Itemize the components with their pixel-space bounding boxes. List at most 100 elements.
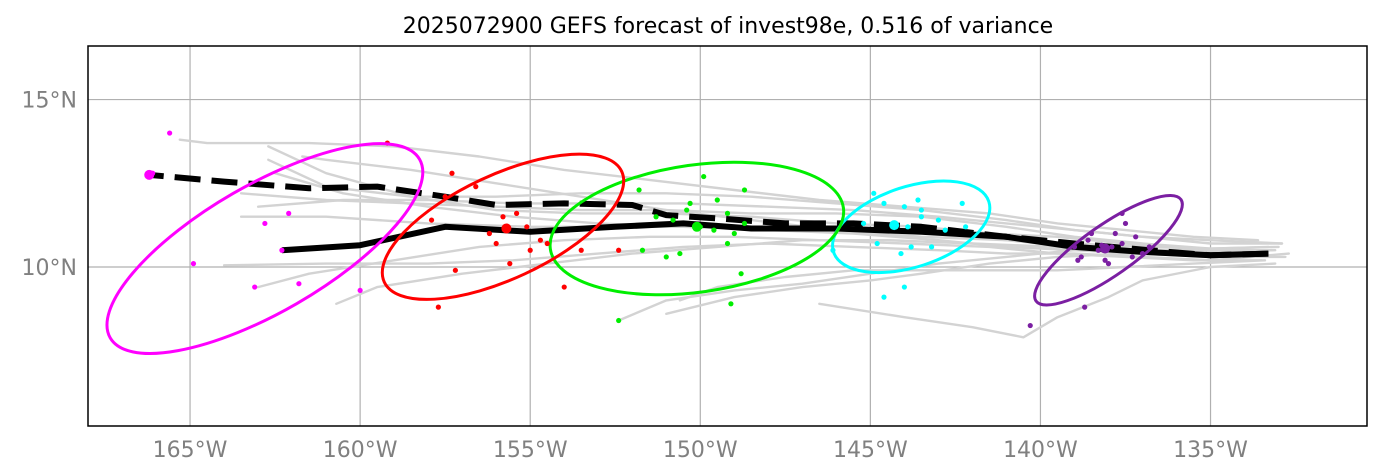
member-point	[507, 261, 513, 267]
member-point	[524, 224, 530, 230]
member-point	[636, 187, 642, 193]
member-point	[677, 250, 683, 257]
member-point	[871, 190, 877, 196]
x-tick-label: 160°W	[323, 438, 398, 463]
x-tick-label: 155°W	[493, 438, 568, 463]
member-point	[942, 227, 948, 233]
forecast-group	[380, 140, 626, 310]
member-point	[1102, 257, 1108, 263]
member-point	[860, 220, 867, 227]
member-point	[493, 240, 499, 247]
member-point	[1146, 244, 1152, 250]
member-point	[1082, 304, 1088, 310]
mean-track-solid	[281, 220, 1269, 259]
member-point	[1133, 234, 1139, 240]
chart-title: 2025072900 GEFS forecast of invest98e, 0…	[403, 14, 1053, 39]
ensemble-track	[301, 155, 1280, 250]
member-point	[252, 284, 258, 290]
member-point	[670, 217, 676, 223]
member-point	[928, 244, 935, 250]
forecast-group	[548, 160, 846, 324]
forecast-groups	[105, 130, 1184, 355]
ensemble-tracks	[178, 138, 1291, 339]
member-point	[500, 214, 506, 220]
member-point	[296, 281, 302, 287]
group-center-point	[1100, 243, 1111, 254]
member-point	[1129, 254, 1135, 260]
member-point	[908, 244, 914, 250]
member-point	[1027, 322, 1033, 329]
member-point	[428, 217, 435, 223]
member-point	[653, 214, 659, 220]
x-tick-label: 135°W	[1173, 438, 1248, 463]
y-tick-label: 15°N	[22, 89, 77, 114]
uncertainty-ellipse	[105, 142, 425, 355]
ensemble-track	[818, 262, 1277, 339]
group-center-point	[691, 221, 702, 232]
forecast-group	[830, 179, 992, 300]
member-point	[1088, 230, 1095, 237]
member-point	[486, 230, 492, 237]
member-point	[357, 287, 363, 294]
member-point	[738, 271, 744, 277]
member-point	[452, 267, 458, 273]
member-point	[918, 214, 924, 220]
member-point	[881, 200, 887, 206]
member-point	[959, 200, 965, 206]
plot-frame	[87, 45, 1368, 427]
member-point	[918, 207, 924, 213]
member-point	[724, 210, 731, 217]
member-point	[1095, 247, 1101, 253]
member-point	[190, 261, 197, 267]
member-point	[711, 227, 717, 233]
member-point	[435, 304, 441, 310]
uncertainty-ellipse	[548, 160, 846, 297]
member-point	[1109, 244, 1115, 250]
member-point	[1139, 250, 1146, 257]
member-point	[449, 170, 455, 176]
forecast-group	[1027, 193, 1184, 329]
member-point	[639, 247, 646, 253]
member-point	[915, 197, 921, 203]
member-point	[684, 207, 690, 213]
forecast-group	[105, 130, 425, 355]
uncertainty-ellipse	[1033, 193, 1184, 307]
member-point	[830, 247, 836, 253]
member-point	[279, 247, 285, 253]
ensemble-track	[239, 192, 1270, 250]
member-point	[701, 173, 707, 180]
member-point	[1078, 254, 1084, 260]
ensemble-track	[178, 138, 1260, 242]
member-point	[1119, 240, 1125, 247]
member-point	[527, 247, 533, 253]
uncertainty-ellipse	[380, 152, 626, 301]
member-point	[578, 247, 584, 253]
member-point	[874, 240, 880, 247]
member-point	[167, 130, 173, 136]
member-point	[935, 217, 941, 223]
member-point	[901, 204, 907, 210]
member-point	[473, 184, 479, 190]
member-point	[1122, 220, 1129, 227]
member-point	[1112, 230, 1118, 237]
member-point	[544, 240, 550, 247]
x-tick-label: 150°W	[663, 438, 738, 463]
member-point	[1071, 244, 1078, 250]
member-point	[1085, 237, 1091, 243]
group-center-point	[144, 169, 155, 180]
member-point	[1075, 257, 1081, 263]
member-point	[262, 220, 268, 227]
member-point	[286, 210, 292, 217]
member-point	[741, 187, 748, 193]
plot-area	[105, 130, 1291, 355]
member-point	[724, 240, 731, 247]
member-point	[898, 250, 904, 257]
member-point	[731, 230, 737, 237]
group-center-point	[501, 223, 512, 234]
axis-ticks: 165°W 160°W 155°W 150°W 145°W 140°W 135°W 10°N 1…	[22, 89, 1249, 463]
x-tick-label: 145°W	[833, 438, 908, 463]
member-point	[663, 254, 669, 260]
member-point	[616, 317, 622, 324]
member-point	[561, 284, 567, 290]
